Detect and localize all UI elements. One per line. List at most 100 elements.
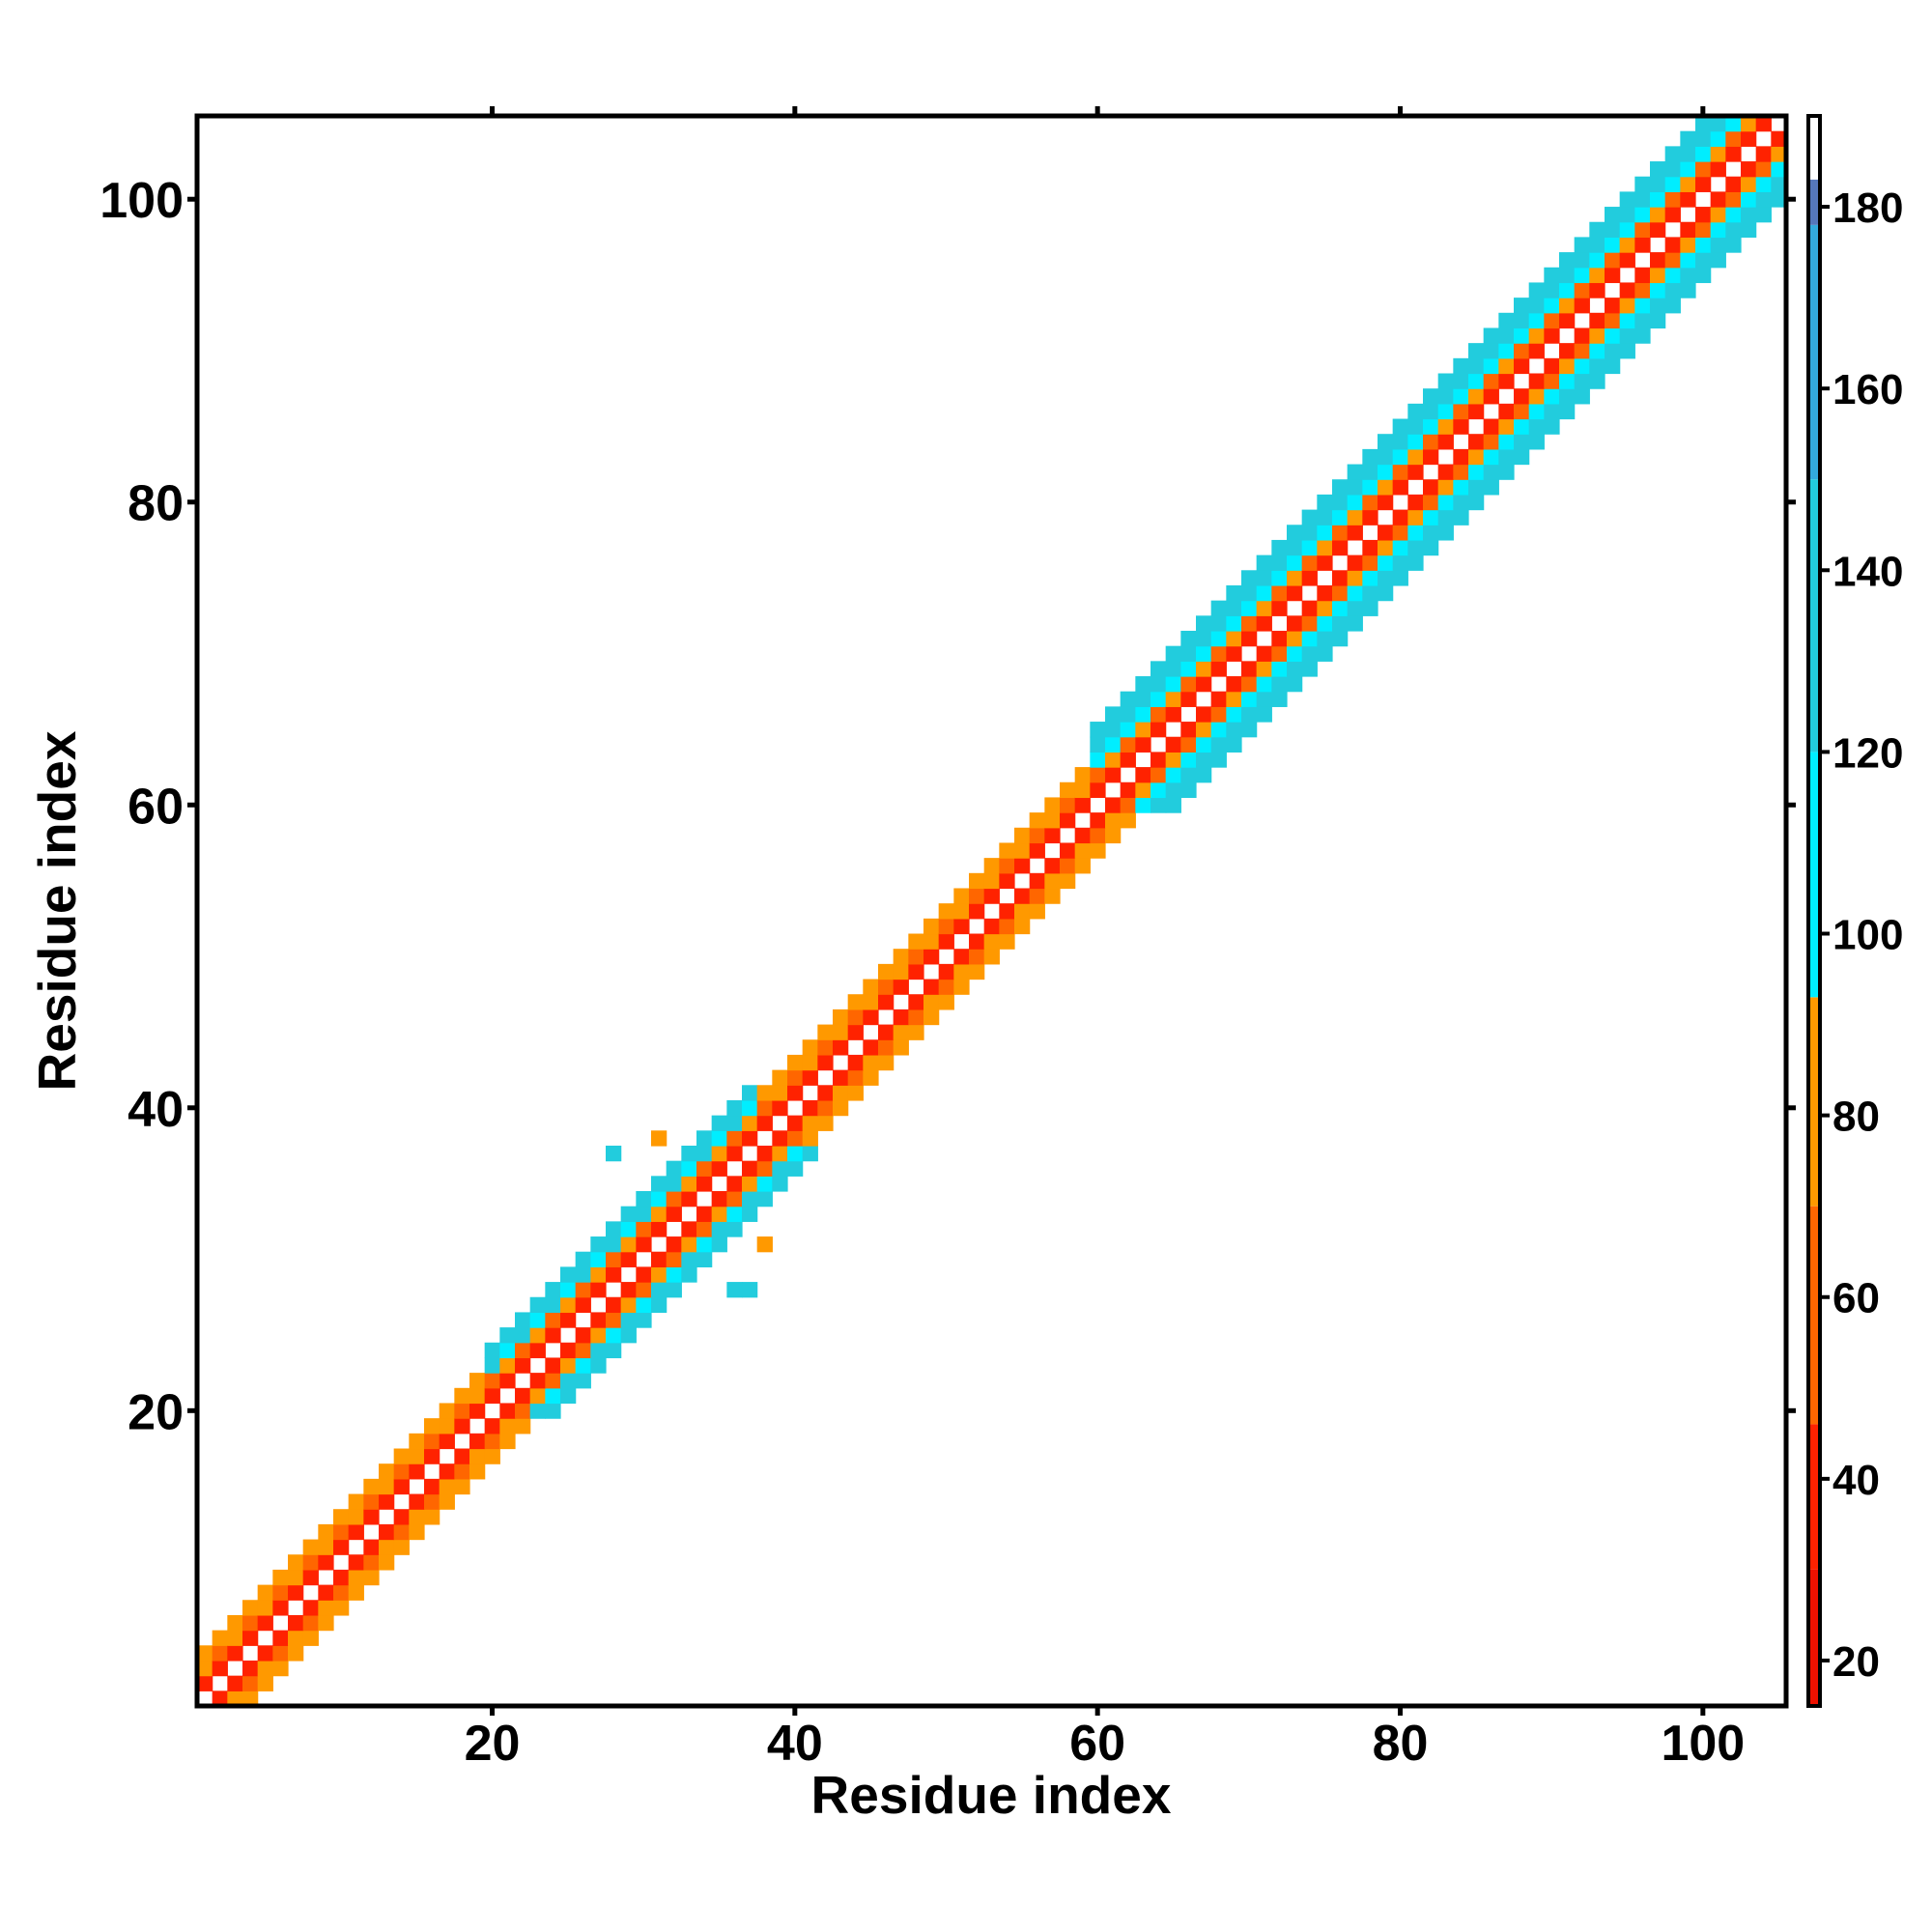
heatmap-cell xyxy=(1241,722,1258,738)
heatmap-cell xyxy=(242,1690,259,1707)
heatmap-cell xyxy=(1165,706,1181,723)
colorbar-tick-label: 100 xyxy=(1833,912,1903,959)
heatmap-cell xyxy=(1605,207,1621,223)
heatmap-cell xyxy=(1619,282,1635,298)
heatmap-cell xyxy=(560,1282,577,1298)
heatmap-cell xyxy=(333,1600,350,1616)
heatmap-cell xyxy=(969,903,985,920)
heatmap-cell xyxy=(1528,282,1545,298)
heatmap-cell xyxy=(1544,418,1560,435)
heatmap-cell xyxy=(1165,661,1181,677)
heatmap-cell xyxy=(1498,343,1515,359)
heatmap-cell xyxy=(726,1145,743,1162)
heatmap-cell xyxy=(318,1539,334,1555)
heatmap-cell xyxy=(212,1690,228,1707)
heatmap-cell xyxy=(257,1600,273,1616)
heatmap-cell xyxy=(1362,600,1378,616)
heatmap-cell xyxy=(333,1523,350,1541)
heatmap-cell xyxy=(1680,191,1696,208)
heatmap-cell xyxy=(499,1342,516,1359)
heatmap-cell xyxy=(1301,630,1318,647)
heatmap-cell xyxy=(772,1099,788,1117)
heatmap-cell xyxy=(454,1418,470,1435)
heatmap-cell xyxy=(711,1160,727,1177)
heatmap-cell xyxy=(1589,327,1605,344)
heatmap-cell xyxy=(1634,327,1651,344)
heatmap-cell xyxy=(1589,267,1605,284)
heatmap-cell xyxy=(1029,842,1045,859)
heatmap-cell xyxy=(1317,554,1333,571)
heatmap-cell xyxy=(969,872,985,890)
heatmap-cell xyxy=(1589,237,1605,253)
heatmap-cell xyxy=(1060,781,1076,799)
heatmap-cell xyxy=(1392,525,1408,541)
heatmap-cell xyxy=(696,1130,713,1147)
heatmap-cell xyxy=(1725,176,1742,192)
heatmap-cell xyxy=(1559,388,1576,405)
heatmap-cell xyxy=(742,1099,758,1117)
heatmap-cell xyxy=(1695,161,1712,178)
heatmap-cell xyxy=(1483,434,1499,450)
heatmap-cell xyxy=(1559,298,1576,314)
heatmap-cell xyxy=(696,1145,713,1162)
heatmap-cell xyxy=(1060,842,1076,859)
heatmap-cell xyxy=(1589,373,1605,389)
heatmap-cell xyxy=(1559,267,1576,284)
heatmap-cell xyxy=(817,1039,834,1056)
heatmap-cell xyxy=(499,1403,516,1419)
heatmap-cell xyxy=(1287,539,1303,556)
heatmap-cell xyxy=(1559,357,1576,375)
heatmap-cell xyxy=(711,1191,727,1208)
heatmap-cell xyxy=(1210,615,1227,632)
heatmap-cell xyxy=(1256,584,1272,602)
heatmap-cell xyxy=(651,1296,668,1314)
heatmap-cell xyxy=(983,918,1000,935)
heatmap-cell xyxy=(1347,584,1363,602)
heatmap-cell xyxy=(1407,539,1424,556)
heatmap-cell xyxy=(1120,797,1136,813)
heatmap-cell xyxy=(242,1614,259,1632)
heatmap-cell xyxy=(666,1282,682,1298)
heatmap-cell xyxy=(1755,176,1772,192)
colorbar-tick-label: 60 xyxy=(1833,1275,1880,1322)
heatmap-cell xyxy=(1514,403,1530,420)
heatmap-cell xyxy=(1423,494,1439,511)
heatmap-cell xyxy=(878,979,895,995)
heatmap-cell xyxy=(515,1403,531,1419)
heatmap-cell xyxy=(606,1312,622,1328)
heatmap-cell xyxy=(953,903,970,920)
heatmap-cell xyxy=(288,1645,304,1662)
heatmap-cell xyxy=(923,918,940,935)
colorbar-band xyxy=(1808,1424,1820,1570)
heatmap-cell xyxy=(1378,554,1394,571)
heatmap-cell xyxy=(681,1191,697,1208)
heatmap-cell xyxy=(439,1493,455,1510)
heatmap-cell xyxy=(756,1085,773,1101)
heatmap-cell xyxy=(1287,661,1303,677)
heatmap-cell xyxy=(1574,237,1590,253)
heatmap-cell xyxy=(1332,584,1349,602)
heatmap-cell xyxy=(545,1357,561,1374)
heatmap-cell xyxy=(1347,494,1363,511)
heatmap-cell xyxy=(1378,434,1394,450)
heatmap-cell xyxy=(833,1009,849,1026)
heatmap-cell xyxy=(1362,448,1378,466)
heatmap-cell xyxy=(348,1493,364,1510)
heatmap-cell xyxy=(197,1660,213,1677)
heatmap-cell xyxy=(742,1115,758,1131)
heatmap-cell xyxy=(666,1160,682,1177)
heatmap-cell xyxy=(424,1433,440,1450)
heatmap-cell xyxy=(1332,525,1349,541)
heatmap-cell xyxy=(923,933,940,950)
heatmap-cell xyxy=(908,1009,924,1026)
heatmap-cell xyxy=(1695,207,1712,223)
heatmap-cell xyxy=(1634,237,1651,253)
y-tick-label: 40 xyxy=(128,1082,184,1138)
heatmap-cell xyxy=(590,1327,607,1344)
heatmap-cell xyxy=(681,1145,697,1162)
heatmap-cell xyxy=(620,1282,637,1298)
heatmap-cell xyxy=(1044,888,1061,904)
heatmap-cell xyxy=(1014,903,1031,920)
heatmap-cell xyxy=(1317,494,1333,511)
heatmap-cell xyxy=(529,1387,546,1405)
